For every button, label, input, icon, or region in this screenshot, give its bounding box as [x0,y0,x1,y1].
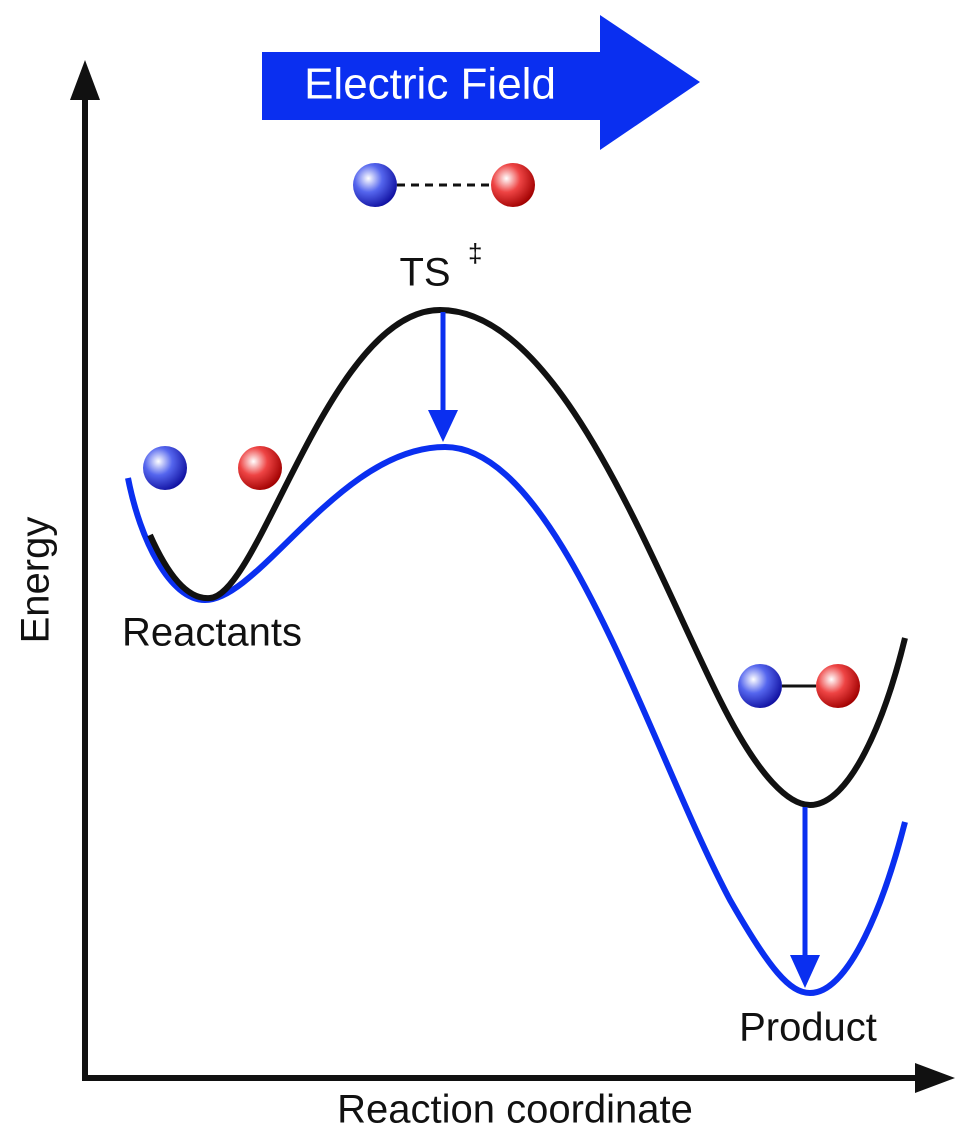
ts-symbol: ‡ [468,238,482,268]
axes [70,60,955,1093]
ts-label: TS [399,251,450,295]
reactants-label: Reactants [122,611,302,655]
y-arrowhead [70,60,100,100]
x-axis-label: Reaction coordinate [337,1088,693,1132]
product-label: Product [739,1006,877,1050]
electric-field-arrow: Electric Field [262,15,700,150]
product-shift-arrowhead [790,955,820,988]
ts-shift-arrowhead [428,410,458,442]
baseline-curve [150,310,905,805]
product-molecule [738,664,860,708]
field-curve [128,447,905,993]
x-arrowhead [915,1063,955,1093]
reactant-molecules [143,446,282,490]
diagram: Electric Field TS ‡ Reactants Product En… [0,0,955,1138]
banner-label: Electric Field [304,60,556,109]
y-axis-label: Energy [14,517,58,644]
ts-molecule [353,163,535,207]
